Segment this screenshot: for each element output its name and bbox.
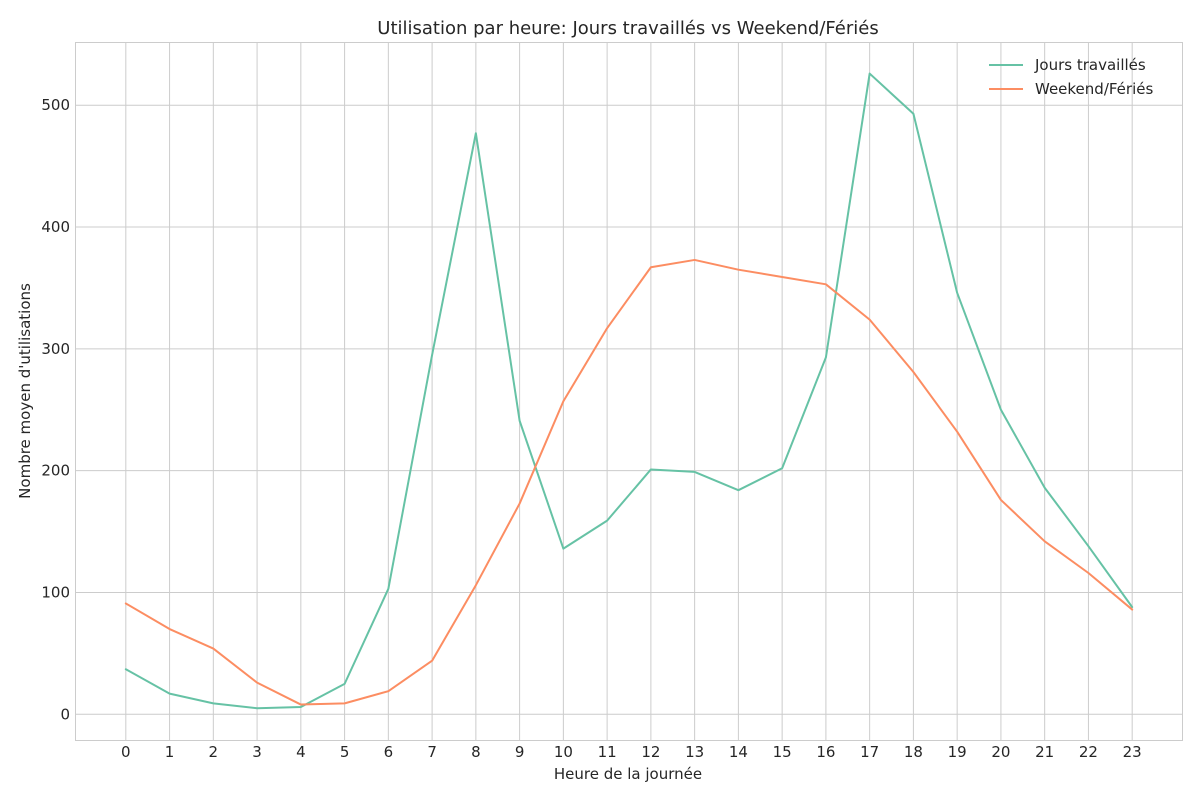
y-tick-label: 0 — [60, 705, 70, 723]
y-tick-label: 500 — [41, 96, 70, 114]
x-tick-label: 20 — [991, 743, 1010, 761]
x-tick-label: 1 — [165, 743, 175, 761]
x-axis-ticks: 0 1 2 3 4 5 6 7 8 9 10 11 12 13 14 15 16 17 18 19 20 21 22 23 — [121, 743, 1142, 761]
x-tick-label: 3 — [252, 743, 262, 761]
x-axis-label: Heure de la journée — [554, 765, 702, 783]
chart-title: Utilisation par heure: Jours travaillés … — [377, 18, 878, 39]
x-tick-label: 11 — [598, 743, 617, 761]
x-tick-label: 14 — [729, 743, 748, 761]
x-tick-label: 2 — [209, 743, 219, 761]
plot-area — [75, 42, 1183, 741]
y-axis-label: Nombre moyen d'utilisations — [16, 283, 34, 499]
series-line-1 — [124, 72, 1134, 710]
x-tick-label: 22 — [1079, 743, 1098, 761]
x-tick-label: 13 — [685, 743, 704, 761]
y-tick-label: 300 — [41, 340, 70, 358]
x-tick-label: 4 — [296, 743, 306, 761]
x-tick-label: 5 — [340, 743, 350, 761]
x-tick-label: 17 — [860, 743, 879, 761]
legend-label: Jours travaillés — [1034, 56, 1146, 74]
x-tick-label: 9 — [515, 743, 525, 761]
legend: Jours travaillés Weekend/Fériés — [989, 56, 1153, 98]
y-axis-ticks: 0 100 200 300 400 500 — [41, 96, 70, 723]
x-tick-label: 10 — [554, 743, 573, 761]
x-tick-label: 18 — [904, 743, 923, 761]
y-tick-label: 100 — [41, 583, 70, 601]
series-lines — [124, 72, 1134, 710]
x-tick-label: 0 — [121, 743, 131, 761]
x-tick-label: 12 — [641, 743, 660, 761]
x-tick-label: 15 — [773, 743, 792, 761]
x-tick-label: 6 — [384, 743, 394, 761]
x-tick-label: 8 — [471, 743, 481, 761]
x-tick-label: 19 — [948, 743, 967, 761]
y-tick-label: 400 — [41, 218, 70, 236]
x-tick-label: 16 — [816, 743, 835, 761]
x-tick-label: 21 — [1035, 743, 1054, 761]
legend-label: Weekend/Fériés — [1035, 80, 1153, 98]
series-line-2 — [124, 258, 1134, 706]
y-tick-label: 200 — [41, 462, 70, 480]
x-tick-label: 7 — [427, 743, 437, 761]
grid — [75, 42, 1183, 741]
x-tick-label: 23 — [1123, 743, 1142, 761]
